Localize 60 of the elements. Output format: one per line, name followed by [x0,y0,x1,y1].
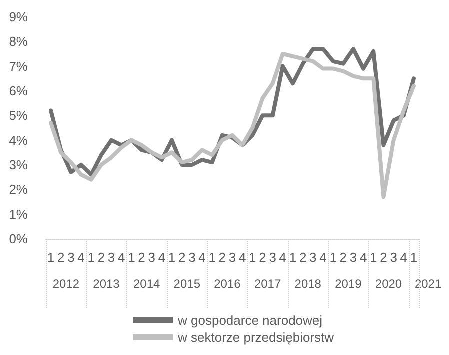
x-tick-label: 3 [108,250,116,265]
line-series [49,52,416,200]
text: 2014 [133,277,160,291]
x-tick-label: 1 [47,250,55,265]
legend-label: w sektorze przedsiębiorstw [177,330,335,345]
x-tick-label: 2 [98,250,106,265]
x-tick-label: 4 [118,250,126,265]
text: 2021 [414,277,442,291]
x-tick-label: 4 [360,250,368,265]
x-tick-label: 4 [400,250,408,265]
x-tick-label: 1 [168,250,176,265]
y-tick-label: 3% [9,158,28,172]
x-tick-label: 3 [390,250,398,265]
y-tick-label: 9% [9,10,28,24]
text: 2017 [254,277,282,291]
x-tick-label: 2 [178,250,186,265]
text: 2013 [93,277,120,291]
text: 2019 [335,277,362,291]
x-tick-label: 3 [228,250,236,265]
x-tick-label: 3 [350,250,358,265]
legend-label: w gospodarce narodowej [177,313,323,328]
x-tick-label: 3 [269,250,276,265]
y-tick-label: 1% [9,206,28,222]
x-tick-label: 3 [310,250,317,265]
y-tick-label: 2% [9,182,28,198]
x-tick-label: 2 [299,250,307,265]
x-tick-label: 3 [148,250,156,265]
x-tick-label: 4 [78,250,85,265]
x-tick-label: 1 [410,250,418,265]
x-tick-label: 4 [320,250,327,265]
x-tick-label: 2 [218,250,226,265]
x-tick-label: 3 [68,250,75,265]
x-tick-label: 2 [138,250,146,265]
x-tick-label: 4 [238,250,246,265]
text: 2016 [214,277,242,291]
x-tick-label: 1 [128,250,136,265]
y-tick-label: 5% [9,108,28,124]
x-tick-label: 2 [340,250,348,265]
text: 2015 [174,277,201,291]
y-tick-label: 6% [9,84,28,98]
text: 2018 [294,277,322,291]
x-tick-label: 1 [208,250,216,265]
y-tick-label: 0% [9,232,28,246]
x-tick-label: 1 [289,250,297,265]
x-tick-label: 1 [330,250,337,265]
text: 2012 [52,277,80,291]
y-tick-label: 8% [9,34,28,50]
x-tick-label: 4 [198,250,206,265]
x-tick-label: 2 [58,250,65,265]
x-tick-label: 2 [380,250,388,265]
x-tick-label: 2 [259,250,266,265]
y-tick-label: 7% [9,58,28,74]
text: 2020 [375,277,402,291]
x-tick-label: 1 [88,250,95,265]
x-tick-label: 1 [249,250,256,265]
x-tick-label: 4 [279,250,287,265]
x-tick-label: 1 [370,250,378,265]
x-tick-label: 4 [158,250,166,265]
y-tick-label: 4% [9,132,28,148]
x-tick-label: 3 [188,250,196,265]
